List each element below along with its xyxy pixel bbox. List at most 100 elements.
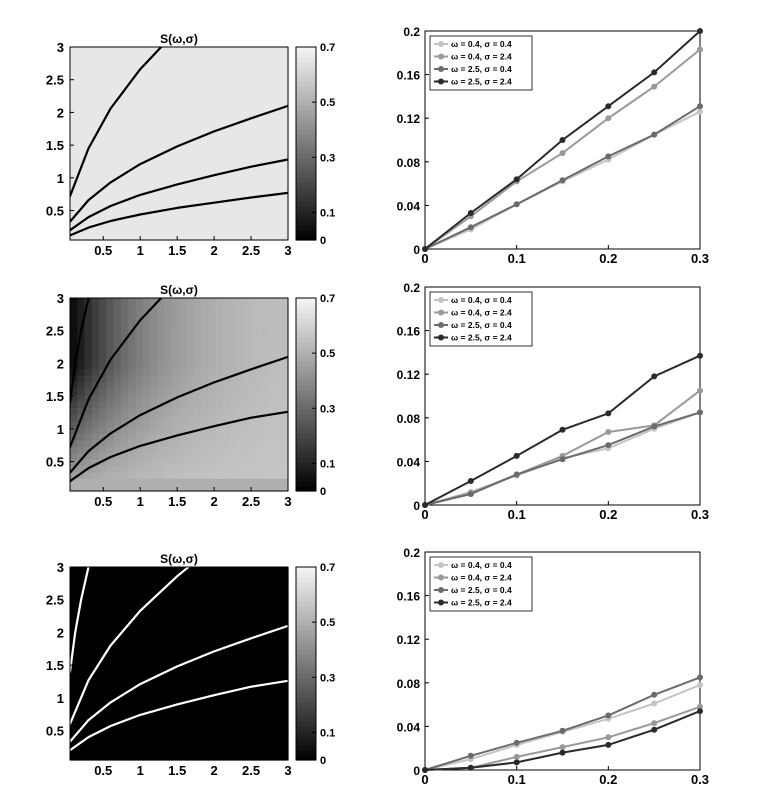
heatmap-cell <box>193 567 202 575</box>
heatmap-cell <box>149 695 158 703</box>
heatmap-cell <box>171 98 180 106</box>
heatmap-cell <box>193 669 202 677</box>
heatmap-cell <box>208 188 216 196</box>
heatmap-cell <box>229 702 238 710</box>
heatmap-cell <box>186 117 195 125</box>
heatmap-cell <box>193 375 202 383</box>
heatmap-cell <box>70 336 78 344</box>
heatmap-cell <box>251 689 260 697</box>
heatmap-cell <box>200 644 209 652</box>
series-point <box>605 734 612 741</box>
heatmap-cell <box>258 220 267 228</box>
heatmap-cell <box>266 143 275 151</box>
heatmap-cell <box>171 400 180 408</box>
heatmap-cell <box>186 111 195 119</box>
heatmap-cell <box>280 362 289 370</box>
heatmap-cell <box>266 323 275 331</box>
heatmap-cell <box>280 117 289 125</box>
heatmap-cell <box>77 669 86 677</box>
heatmap-cell <box>135 433 144 441</box>
heatmap-cell <box>99 669 107 677</box>
heatmap-cell <box>120 740 129 748</box>
heatmap-cell <box>106 624 115 632</box>
heatmap-cell <box>258 92 267 100</box>
heatmap-cell <box>280 592 289 600</box>
heatmap-cell <box>193 169 202 177</box>
x-tick-label: 0.2 <box>599 251 617 266</box>
heatmap-cell <box>171 47 180 55</box>
heatmap-cell <box>91 426 100 434</box>
heatmap-cell <box>91 605 100 613</box>
heatmap-cell <box>70 149 78 157</box>
heatmap-cell <box>164 214 173 222</box>
heatmap-cell <box>142 689 151 697</box>
heatmap-cell <box>179 644 187 652</box>
y-tick-label: 1 <box>57 422 64 437</box>
heatmap-cell <box>258 592 267 600</box>
heatmap-cell <box>120 663 129 671</box>
heatmap-cell <box>266 162 275 170</box>
legend-marker <box>438 334 444 341</box>
heatmap-cell <box>266 362 275 370</box>
heatmap-cell <box>186 104 195 112</box>
heatmap-cell <box>237 605 245 613</box>
heatmap-cell <box>91 143 100 151</box>
heatmap-cell <box>237 714 245 722</box>
heatmap-cell <box>91 407 100 415</box>
heatmap-cell <box>113 657 122 665</box>
heatmap-cell <box>113 714 122 722</box>
heatmap-cell <box>229 72 238 80</box>
colorbar-tick-label: 0.1 <box>320 727 335 739</box>
heatmap-cell <box>266 381 275 389</box>
heatmap-cell <box>91 439 100 447</box>
legend-marker <box>438 66 444 72</box>
heatmap-cell <box>244 702 253 710</box>
heatmap-cell <box>164 573 173 581</box>
heatmap-cell <box>273 484 282 492</box>
heatmap-cell <box>135 214 144 222</box>
heatmap-cell <box>215 400 224 408</box>
heatmap-cell <box>157 682 166 690</box>
heatmap-cell <box>229 317 238 325</box>
heatmap-cell <box>113 59 122 67</box>
heatmap-cell <box>84 117 93 125</box>
heatmap-cell <box>258 59 267 67</box>
heatmap-cell <box>179 130 187 138</box>
colorbar-tick-label: 0.1 <box>320 458 335 470</box>
heatmap-cell <box>77 734 86 742</box>
colorbar-segment <box>296 336 316 343</box>
heatmap-cell <box>70 233 78 241</box>
heatmap-cell <box>244 310 253 318</box>
heatmap-cell <box>77 130 86 138</box>
heatmap-cell <box>84 66 93 74</box>
heatmap-cell <box>135 47 144 55</box>
series-point <box>697 674 703 681</box>
heatmap-cell <box>84 188 93 196</box>
heatmap-cell <box>280 695 289 703</box>
heatmap-cell <box>215 413 224 421</box>
colorbar-segment <box>296 462 316 468</box>
heatmap-cell <box>237 175 245 183</box>
heatmap-cell <box>222 458 231 466</box>
heatmap-cell <box>120 375 129 383</box>
heatmap-cell <box>251 740 260 748</box>
heatmap-cell <box>91 612 100 620</box>
heatmap-cell <box>266 53 275 61</box>
heatmap-cell <box>222 747 231 755</box>
heatmap-cell <box>208 227 216 235</box>
heatmap-cell <box>113 330 122 338</box>
heatmap-cell <box>273 130 282 138</box>
heatmap-cell <box>222 137 231 145</box>
heatmap-cell <box>258 233 267 241</box>
heatmap-cell <box>258 753 267 761</box>
heatmap-cell <box>120 734 129 742</box>
heatmap-cell <box>258 130 267 138</box>
heatmap-cell <box>215 484 224 492</box>
heatmap-cell <box>84 605 93 613</box>
heatmap-cell <box>244 586 253 594</box>
heatmap-cell <box>77 66 86 74</box>
heatmap-cell <box>208 484 216 492</box>
heatmap-cell <box>106 484 115 492</box>
heatmap-cell <box>157 117 166 125</box>
heatmap-cell <box>280 104 289 112</box>
